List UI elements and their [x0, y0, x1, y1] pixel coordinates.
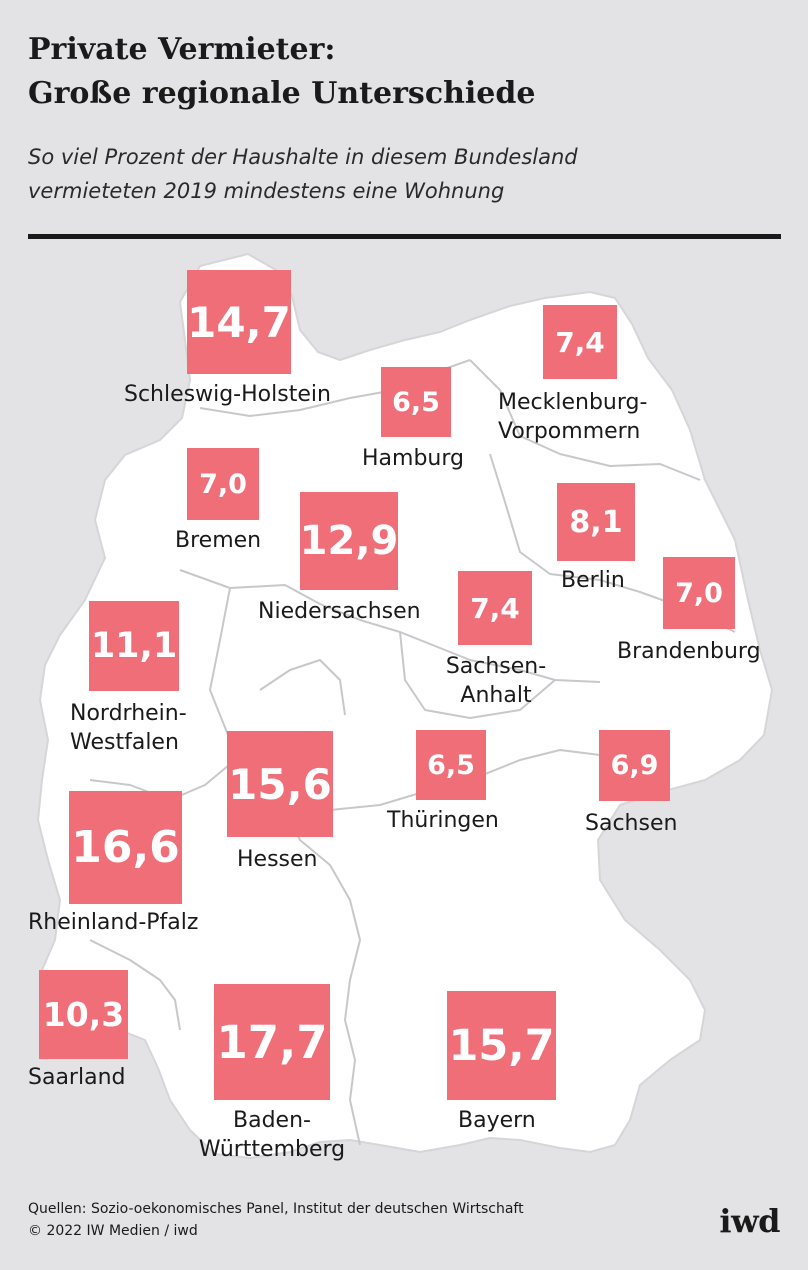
- subtitle-line-2: vermieteten 2019 mindestens eine Wohnung: [28, 179, 505, 203]
- source-line-1: Quellen: Sozio-oekonomisches Panel, Inst…: [28, 1201, 524, 1217]
- value-box: 17,7: [214, 984, 330, 1100]
- value-box: 12,9: [300, 492, 398, 590]
- iwd-logo: iwd: [719, 1202, 780, 1240]
- value-box: 7,0: [187, 448, 259, 520]
- value-box: 15,6: [227, 731, 333, 837]
- region-label: Mecklenburg- Vorpommern: [498, 388, 647, 446]
- value-box: 8,1: [557, 483, 635, 561]
- value-box: 6,9: [599, 730, 670, 801]
- value-box: 6,5: [416, 730, 486, 800]
- title-line-2: Große regionale Unterschiede: [28, 76, 536, 111]
- region-label: Baden- Württemberg: [199, 1106, 345, 1164]
- value-box: 14,7: [187, 270, 291, 374]
- region-label: Hessen: [237, 847, 318, 872]
- region-label: Niedersachsen: [258, 599, 421, 624]
- region-label: Hamburg: [362, 446, 464, 471]
- chart-title: Private Vermieter: Große regionale Unter…: [28, 28, 535, 116]
- region-label-line-2: Westfalen: [70, 730, 179, 755]
- region-label: Saarland: [28, 1065, 126, 1090]
- value-box: 15,7: [447, 991, 556, 1100]
- value-box: 6,5: [381, 367, 451, 437]
- chart-subtitle: So viel Prozent der Haushalte in diesem …: [28, 140, 578, 208]
- value-box: 7,4: [543, 305, 617, 379]
- region-label: Schleswig-Holstein: [124, 382, 331, 407]
- region-label: Bayern: [458, 1108, 536, 1133]
- value-box: 16,6: [69, 791, 182, 904]
- value-box: 11,1: [89, 601, 179, 691]
- region-label: Bremen: [175, 528, 262, 553]
- region-label: Berlin: [561, 568, 625, 593]
- region-label: Thüringen: [387, 808, 499, 833]
- copyright-line: © 2022 IW Medien / iwd: [28, 1223, 198, 1239]
- region-label-line-2: Vorpommern: [498, 419, 641, 444]
- region-label-line-2: Anhalt: [460, 683, 532, 708]
- subtitle-line-1: So viel Prozent der Haushalte in diesem …: [28, 145, 578, 169]
- region-label: Nordrhein- Westfalen: [70, 699, 187, 757]
- value-box: 10,3: [39, 970, 128, 1059]
- region-label: Sachsen- Anhalt: [446, 652, 546, 710]
- source-note: Quellen: Sozio-oekonomisches Panel, Inst…: [28, 1198, 524, 1242]
- region-label-line-1: Nordrhein-: [70, 701, 187, 726]
- title-divider: [28, 234, 781, 239]
- title-line-1: Private Vermieter:: [28, 32, 336, 67]
- region-label-line-1: Baden-: [233, 1108, 311, 1133]
- region-label: Sachsen: [585, 811, 678, 836]
- region-label: Rheinland-Pfalz: [28, 910, 199, 935]
- region-label-line-1: Sachsen-: [445, 654, 547, 679]
- value-box: 7,0: [663, 557, 735, 629]
- region-label-line-2: Württemberg: [198, 1137, 346, 1162]
- value-box: 7,4: [458, 571, 532, 645]
- region-label: Brandenburg: [617, 639, 761, 664]
- region-label-line-1: Mecklenburg-: [498, 390, 648, 415]
